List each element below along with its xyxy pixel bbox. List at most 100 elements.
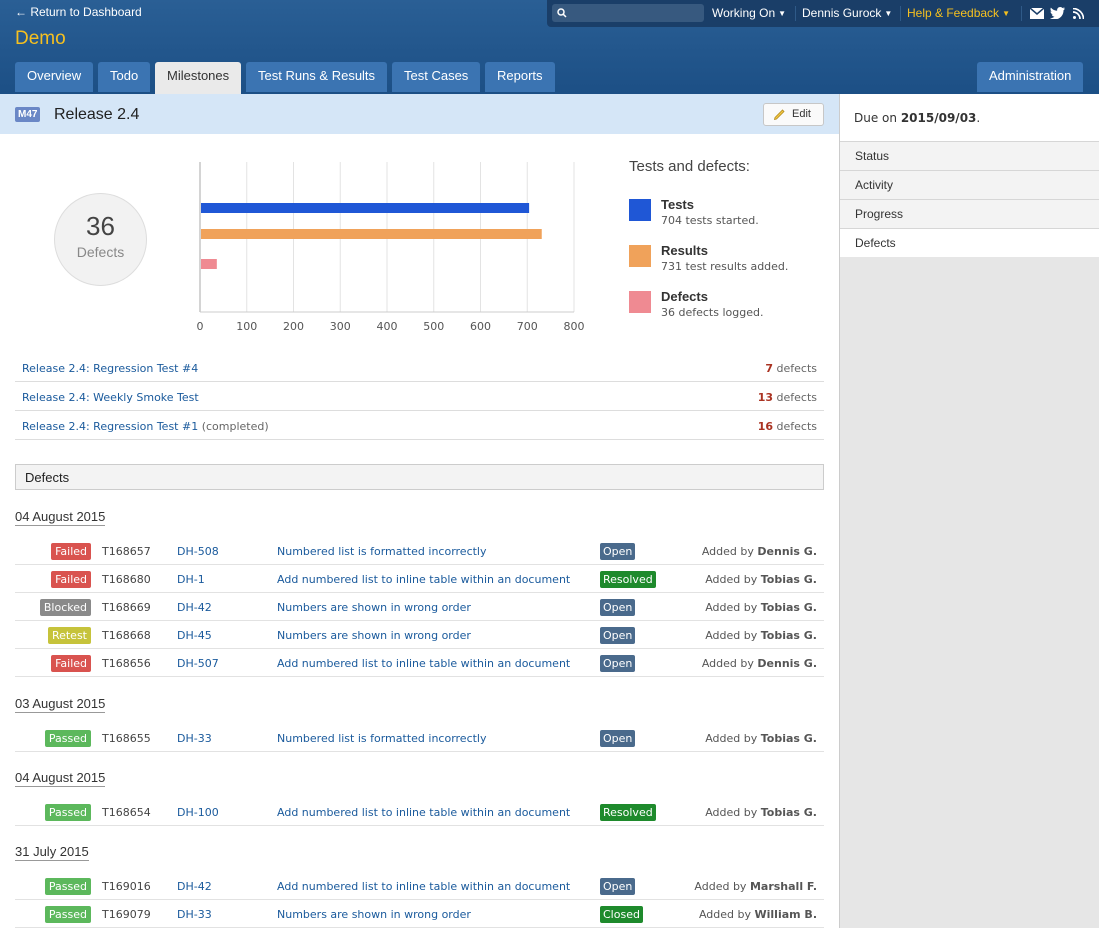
tab-test-cases[interactable]: Test Cases <box>392 62 481 92</box>
twitter-icon[interactable] <box>1050 7 1065 19</box>
defect-id-link[interactable]: DH-1 <box>177 573 205 586</box>
defect-title-link[interactable]: Add numbered list to inline table within… <box>277 657 571 670</box>
defect-title-link[interactable]: Numbers are shown in wrong order <box>277 629 471 642</box>
added-by: Added by Marshall F. <box>694 880 817 893</box>
defect-id-link[interactable]: DH-508 <box>177 545 219 558</box>
help-feedback-label: Help & Feedback <box>907 6 1000 20</box>
test-id[interactable]: T168655 <box>102 732 151 745</box>
added-by-user: Marshall F. <box>749 880 817 893</box>
rss-icon[interactable] <box>1073 8 1084 19</box>
legend-label: Results <box>661 243 708 258</box>
test-run-name-cell: Release 2.4: Regression Test #1 (complet… <box>22 420 269 433</box>
tests-defects-bar-chart: 0 100 200 300 400 500 600 700 800 <box>197 162 585 333</box>
test-status-badge: Passed <box>44 878 91 895</box>
test-id[interactable]: T168656 <box>102 657 151 670</box>
legend-swatch <box>629 291 651 313</box>
defect-title-link[interactable]: Add numbered list to inline table within… <box>277 880 571 893</box>
user-name: Dennis Gurock <box>802 6 882 20</box>
defect-id-link[interactable]: DH-507 <box>177 657 219 670</box>
test-run-link[interactable]: Release 2.4: Weekly Smoke Test <box>22 391 199 404</box>
test-run-link[interactable]: Release 2.4: Regression Test #4 <box>22 362 199 375</box>
test-run-link[interactable]: Release 2.4: Regression Test #1 <box>22 420 199 433</box>
defect-id-link[interactable]: DH-33 <box>177 908 212 921</box>
defect-group-date: 03 August 2015 <box>15 696 106 713</box>
tab-overview[interactable]: Overview <box>15 62 94 92</box>
test-status-badge: Failed <box>51 571 91 588</box>
defect-title-link[interactable]: Add numbered list to inline table within… <box>277 806 571 819</box>
defect-row: Failed T168680 DH-1 Add numbered list to in… <box>15 565 824 593</box>
defect-id-link[interactable]: DH-42 <box>177 880 212 893</box>
added-by-prefix: Added by <box>694 880 750 893</box>
added-by-prefix: Added by <box>705 601 761 614</box>
sidebar-item-status[interactable]: Status <box>840 141 1099 170</box>
added-by: Added by William B. <box>699 908 817 921</box>
test-id[interactable]: T169079 <box>102 908 151 921</box>
tab-todo[interactable]: Todo <box>98 62 151 92</box>
working-on-label: Working On <box>712 6 776 20</box>
search-input[interactable] <box>552 4 704 22</box>
defect-title-link[interactable]: Numbered list is formatted incorrectly <box>277 545 487 558</box>
legend-desc: 704 tests started. <box>661 214 759 227</box>
defect-count-number: 13 <box>757 391 774 404</box>
x-tick-label: 500 <box>423 320 444 333</box>
defect-id-link[interactable]: DH-42 <box>177 601 212 614</box>
milestone-title: Release 2.4 <box>54 106 140 123</box>
sidebar-item-progress[interactable]: Progress <box>840 199 1099 228</box>
added-by-prefix: Added by <box>705 629 761 642</box>
added-by-user: Tobias G. <box>760 806 817 819</box>
defect-title-link[interactable]: Numbers are shown in wrong order <box>277 601 471 614</box>
defects-section-header: Defects <box>15 464 824 490</box>
added-by-prefix: Added by <box>705 732 761 745</box>
added-by-user: Tobias G. <box>760 573 817 586</box>
defect-id-link[interactable]: DH-100 <box>177 806 219 819</box>
working-on-menu[interactable]: Working On ▼ <box>712 6 786 20</box>
defect-row: Passed T169016 DH-42 Add numbered list to i… <box>15 872 824 900</box>
tab-administration[interactable]: Administration <box>977 62 1084 92</box>
defect-count-unit: defects <box>773 391 818 404</box>
defect-id-link[interactable]: DH-33 <box>177 732 212 745</box>
added-by-user: William B. <box>754 908 818 921</box>
sidebar-item-activity[interactable]: Activity <box>840 170 1099 199</box>
test-run-defect-count: 7 defects <box>765 362 817 375</box>
x-tick-label: 700 <box>517 320 538 333</box>
test-id[interactable]: T168657 <box>102 545 151 558</box>
defect-title-link[interactable]: Numbered list is formatted incorrectly <box>277 732 487 745</box>
test-id[interactable]: T168654 <box>102 806 151 819</box>
defect-id-link[interactable]: DH-45 <box>177 629 212 642</box>
test-id[interactable]: T168669 <box>102 601 151 614</box>
test-id[interactable]: T169016 <box>102 880 151 893</box>
x-tick-label: 400 <box>377 320 398 333</box>
tab-reports[interactable]: Reports <box>485 62 555 92</box>
x-tick-label: 300 <box>330 320 351 333</box>
test-run-name-cell: Release 2.4: Weekly Smoke Test <box>22 391 199 404</box>
project-name[interactable]: Demo <box>15 28 66 49</box>
return-to-dashboard-link[interactable]: ← Return to Dashboard <box>15 5 142 19</box>
user-menu[interactable]: Dennis Gurock ▼ <box>802 6 892 20</box>
due-date: Due on 2015/09/03. <box>840 94 1099 141</box>
test-status-badge: Passed <box>44 730 91 747</box>
mail-icon[interactable] <box>1030 8 1044 19</box>
due-suffix: . <box>976 111 981 125</box>
divider <box>1021 6 1022 21</box>
defect-title-link[interactable]: Numbers are shown in wrong order <box>277 908 471 921</box>
legend-title: Tests and defects: <box>629 158 750 175</box>
defect-state-badge: Open <box>600 730 636 747</box>
edit-button[interactable]: Edit <box>763 103 824 126</box>
added-by: Added by Tobias G. <box>705 732 817 745</box>
bar-tests <box>201 203 530 213</box>
test-id[interactable]: T168668 <box>102 629 151 642</box>
x-tick-label: 800 <box>564 320 585 333</box>
test-id[interactable]: T168680 <box>102 573 151 586</box>
test-run-row: Release 2.4: Regression Test #1 (complet… <box>15 411 824 440</box>
sidebar-item-defects[interactable]: Defects <box>840 228 1099 257</box>
defect-row: Failed T168657 DH-508 Numbered list is form… <box>15 537 824 565</box>
defect-state-badge: Resolved <box>600 804 656 821</box>
tab-milestones[interactable]: Milestones <box>155 62 242 94</box>
app-header: ← Return to Dashboard Demo Working On ▼ D… <box>0 0 1099 94</box>
defect-state-badge: Closed <box>600 906 643 923</box>
defect-title-link[interactable]: Add numbered list to inline table within… <box>277 573 571 586</box>
defect-row: Passed T168655 DH-33 Numbered list is forma… <box>15 724 824 752</box>
help-feedback-menu[interactable]: Help & Feedback ▼ <box>907 6 1010 20</box>
tab-test-runs-results[interactable]: Test Runs & Results <box>246 62 388 92</box>
due-prefix: Due on <box>854 111 897 125</box>
